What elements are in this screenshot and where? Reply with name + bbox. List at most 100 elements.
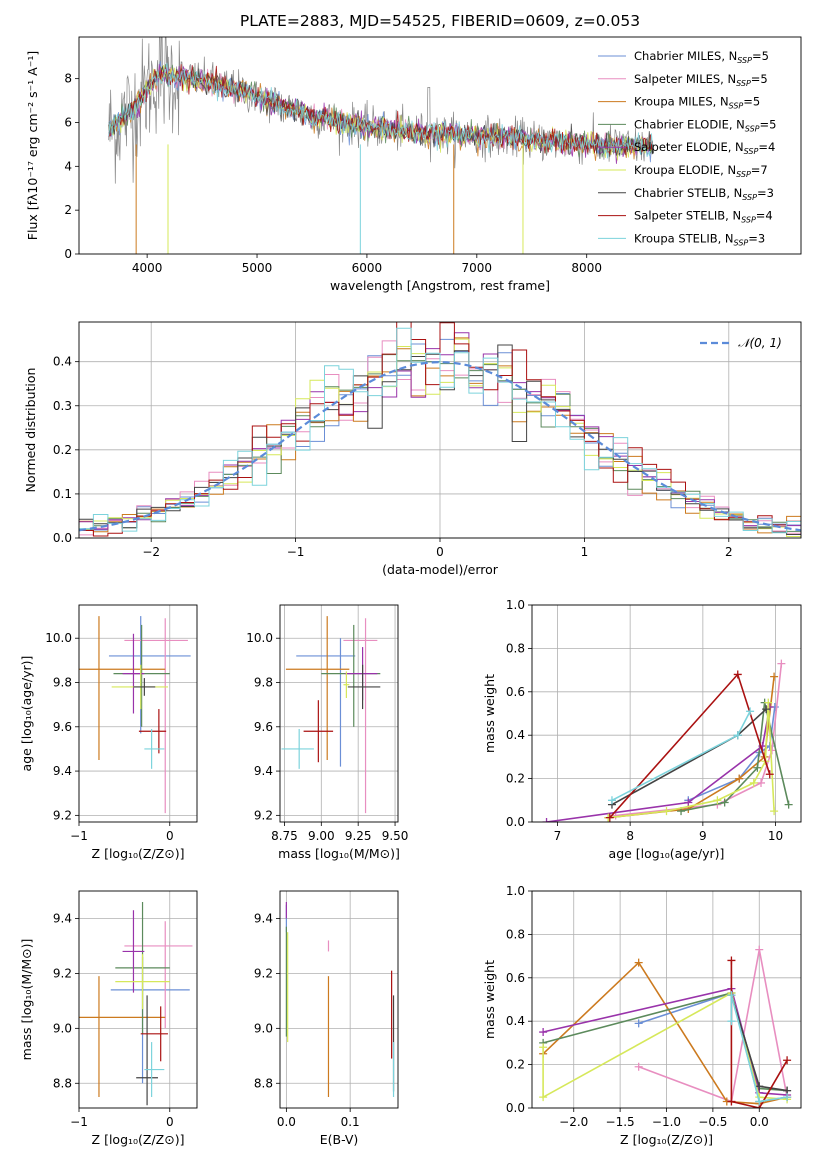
y-tick-label: 9.6 — [254, 720, 273, 734]
weight-series-9 — [611, 710, 751, 802]
y-tick-label: 0.3 — [53, 399, 72, 413]
x-tick-label: 0.0 — [277, 1115, 296, 1129]
model-series-9 — [108, 62, 653, 159]
x-tick-label: 0.0 — [750, 1115, 769, 1129]
histograms — [79, 322, 801, 537]
x-tick-label: 0 — [166, 1115, 174, 1129]
panel-age_vs_Z: −1 0 9.2 9.4 9.6 9.8 10.0 Z [log₁₀(Z/Z⊙)] age [l… — [19, 604, 198, 861]
weight-marker — [662, 807, 671, 816]
weight-marker — [684, 798, 693, 807]
y-tick-label: 0.4 — [53, 355, 72, 369]
weight-marker — [784, 800, 793, 809]
y-tick-label: 1.0 — [506, 598, 525, 612]
y-tick-label: 0.8 — [506, 641, 525, 655]
axes-frame — [78, 36, 802, 255]
y-tick-label: 0.8 — [506, 927, 525, 941]
x-tick-label: 0 — [166, 829, 174, 843]
legend-label-8: Salpeter STELIB, NSSP=4 — [634, 209, 773, 225]
weight-series-6 — [542, 991, 788, 1101]
y-axis-label: Normed distribution — [23, 368, 38, 493]
weight-marker — [746, 707, 755, 716]
weight-marker — [777, 659, 786, 668]
weight-marker — [755, 1097, 764, 1106]
y-tick-label: 8.8 — [53, 1076, 72, 1090]
x-tick-label: −1.0 — [652, 1115, 681, 1129]
y-tick-label: 9.4 — [53, 764, 72, 778]
y-tick-label: 9.4 — [254, 764, 273, 778]
weight-series-2 — [615, 663, 783, 817]
weight-lines — [539, 945, 792, 1108]
weight-series-8 — [730, 960, 788, 1108]
weight-series-2 — [638, 949, 788, 1103]
x-tick-label: 0.1 — [341, 1115, 360, 1129]
y-tick-label: 9.0 — [53, 1021, 72, 1035]
weight-marker — [713, 796, 722, 805]
x-tick-label: 7000 — [462, 261, 493, 275]
spectrum-legend: Chabrier MILES, NSSP=5 Salpeter MILES, NS… — [598, 49, 776, 247]
y-axis-label: age [log₁₀(age/yr)] — [19, 656, 34, 772]
weight-marker — [783, 1056, 792, 1065]
x-tick-label: −1 — [70, 1115, 88, 1129]
y-tick-label: 0.6 — [506, 971, 525, 985]
weight-marker — [634, 958, 643, 967]
weight-marker — [753, 763, 762, 772]
observed-spectrum — [108, 37, 653, 184]
axes-frame — [78, 890, 198, 1109]
y-tick-label: 0.1 — [53, 487, 72, 501]
legend-label-9: Kroupa STELIB, NSSP=3 — [634, 231, 765, 247]
weight-marker — [634, 1062, 643, 1071]
y-axis-label: mass weight — [482, 674, 497, 753]
x-tick-label: −2.0 — [559, 1115, 588, 1129]
x-tick-label: 8.75 — [271, 829, 298, 843]
weight-lines — [542, 659, 793, 822]
weight-marker — [762, 705, 771, 714]
weight-marker — [749, 778, 758, 787]
y-tick-label: 9.4 — [53, 911, 72, 925]
x-tick-label: 8000 — [571, 261, 602, 275]
x-tick-label: 2 — [725, 545, 733, 559]
errorbars — [281, 616, 381, 814]
x-tick-label: 1 — [581, 545, 589, 559]
x-axis-label: E(B-V) — [320, 1132, 359, 1147]
y-tick-label: 10.0 — [45, 631, 72, 645]
panel-mass_vs_EBV: 0.0 0.1 8.8 9.0 9.2 9.4 E(B-V) — [254, 890, 399, 1147]
y-tick-label: 0.2 — [506, 1058, 525, 1072]
y-tick-label: 9.2 — [254, 808, 273, 822]
x-tick-label: −2 — [142, 545, 160, 559]
errorbars — [79, 616, 191, 814]
x-tick-label: 5000 — [242, 261, 273, 275]
panel-mass_vs_Z: −1 0 8.8 9.0 9.2 9.4 Z [log₁₀(Z/Z⊙)] mass [log₁… — [19, 890, 198, 1147]
panel-spectrum: 4000 5000 6000 7000 8000 0 2 4 6 8 wavelength [Ang… — [25, 36, 802, 293]
legend-label-2: Salpeter MILES, NSSP=5 — [634, 72, 768, 88]
figure-title: PLATE=2883, MJD=54525, FIBERID=0609, z=0… — [239, 12, 641, 30]
weight-marker — [758, 742, 767, 751]
x-axis-label: mass [log₁₀(M/M⊙)] — [278, 846, 400, 861]
weight-series-8 — [609, 672, 771, 819]
y-tick-label: 0.6 — [506, 685, 525, 699]
y-tick-label: 4 — [64, 159, 72, 173]
weight-marker — [727, 1097, 736, 1106]
weight-marker — [607, 796, 616, 805]
weight-marker — [539, 1093, 548, 1102]
y-axis-label: mass [log₁₀(M/M⊙)] — [19, 939, 34, 1061]
y-tick-label: 1.0 — [506, 884, 525, 898]
y-tick-label: 10.0 — [246, 631, 273, 645]
x-axis-label: wavelength [Angstrom, rest frame] — [330, 278, 550, 293]
axes-frame — [531, 890, 802, 1109]
legend-label-6: Kroupa ELODIE, NSSP=7 — [634, 163, 768, 179]
x-tick-label: 9.50 — [382, 829, 409, 843]
weight-marker — [727, 1017, 736, 1026]
weight-marker — [755, 1082, 764, 1091]
axes-frame — [78, 604, 198, 823]
y-tick-label: 0 — [64, 247, 72, 261]
weight-marker — [765, 770, 774, 779]
y-tick-label: 0.2 — [506, 772, 525, 786]
x-tick-label: −1 — [287, 545, 305, 559]
y-tick-label: 9.2 — [53, 808, 72, 822]
y-tick-label: 0.4 — [506, 1014, 525, 1028]
y-tick-label: 9.2 — [53, 966, 72, 980]
y-tick-label: 9.4 — [254, 911, 273, 925]
hist-series-9 — [79, 327, 801, 537]
x-axis-label: Z [log₁₀(Z/Z⊙)] — [92, 846, 185, 861]
weight-marker — [605, 813, 614, 822]
